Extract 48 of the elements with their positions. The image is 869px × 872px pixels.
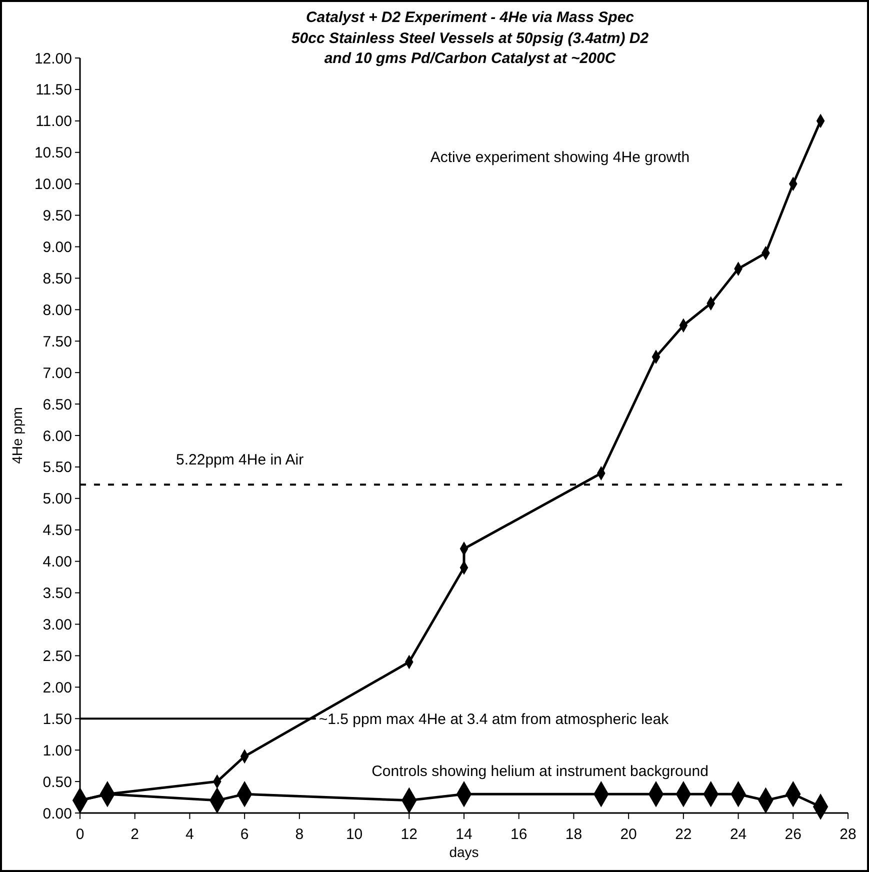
y-tick-label: 12.00 <box>34 50 72 68</box>
x-tick-label: 28 <box>840 826 856 843</box>
y-tick-label: 5.00 <box>42 490 72 508</box>
ref-line-label: 5.22ppm 4He in Air <box>176 452 304 469</box>
y-tick-label: 4.00 <box>42 554 72 571</box>
y-tick-label: 8.00 <box>42 302 72 319</box>
x-tick-label: 14 <box>456 826 472 843</box>
x-tick-label: 12 <box>400 826 418 843</box>
y-tick-label: 10.50 <box>34 144 72 162</box>
y-tick-label: 4.50 <box>42 522 72 540</box>
y-tick-label: 9.50 <box>42 208 72 225</box>
x-tick-label: 4 <box>186 826 194 843</box>
x-tick-label: 20 <box>620 826 637 843</box>
y-tick-label: 3.00 <box>42 616 72 634</box>
y-tick-label: 11.00 <box>36 113 72 130</box>
x-tick-label: 16 <box>510 826 528 843</box>
y-tick-label: 1.50 <box>42 710 72 728</box>
y-tick-label: 7.50 <box>42 333 72 350</box>
y-tick-label: 1.00 <box>42 742 72 760</box>
y-tick-label: 2.50 <box>42 648 72 665</box>
x-tick-label: 2 <box>130 826 140 843</box>
y-tick-label: 11.50 <box>36 82 72 99</box>
chart-subtitle: 50cc Stainless Steel Vessels at 50psig (3.4atm) D2 and 10 gms Pd/Carbon Catalyst at ~200C <box>291 30 650 67</box>
y-tick-label: 6.50 <box>42 396 72 414</box>
x-axis-title: days <box>449 844 479 860</box>
x-tick-label: 0 <box>76 826 84 843</box>
x-tick-label: 8 <box>295 826 304 843</box>
y-tick-label: 5.50 <box>42 459 72 476</box>
y-axis-title: 4He ppm <box>9 407 25 464</box>
x-tick-label: 18 <box>565 826 582 843</box>
chart-title: Catalyst + D2 Experiment - 4He via Mass Spec <box>306 9 635 26</box>
annotation: Active experiment showing 4He growth <box>430 149 690 166</box>
ref-line-label: ~1.5 ppm max 4He at 3.4 atm from atmospheric leak <box>318 710 670 728</box>
x-tick-label: 10 <box>346 826 363 843</box>
y-tick-label: 2.00 <box>42 679 72 696</box>
x-tick-label: 22 <box>675 826 692 843</box>
y-tick-label: 9.00 <box>42 239 72 256</box>
y-tick-label: 7.00 <box>42 364 72 382</box>
x-tick-label: 26 <box>784 826 802 843</box>
x-tick-label: 24 <box>730 826 747 843</box>
annotation: Controls showing helium at instrument background <box>372 763 708 780</box>
y-tick-label: 10.00 <box>34 176 72 194</box>
y-tick-label: 0.50 <box>42 774 72 791</box>
y-tick-label: 0.00 <box>42 805 72 822</box>
y-tick-label: 3.50 <box>42 585 72 602</box>
x-tick-label: 6 <box>240 826 249 843</box>
y-tick-label: 6.00 <box>42 428 72 445</box>
y-tick-label: 8.50 <box>42 270 72 288</box>
